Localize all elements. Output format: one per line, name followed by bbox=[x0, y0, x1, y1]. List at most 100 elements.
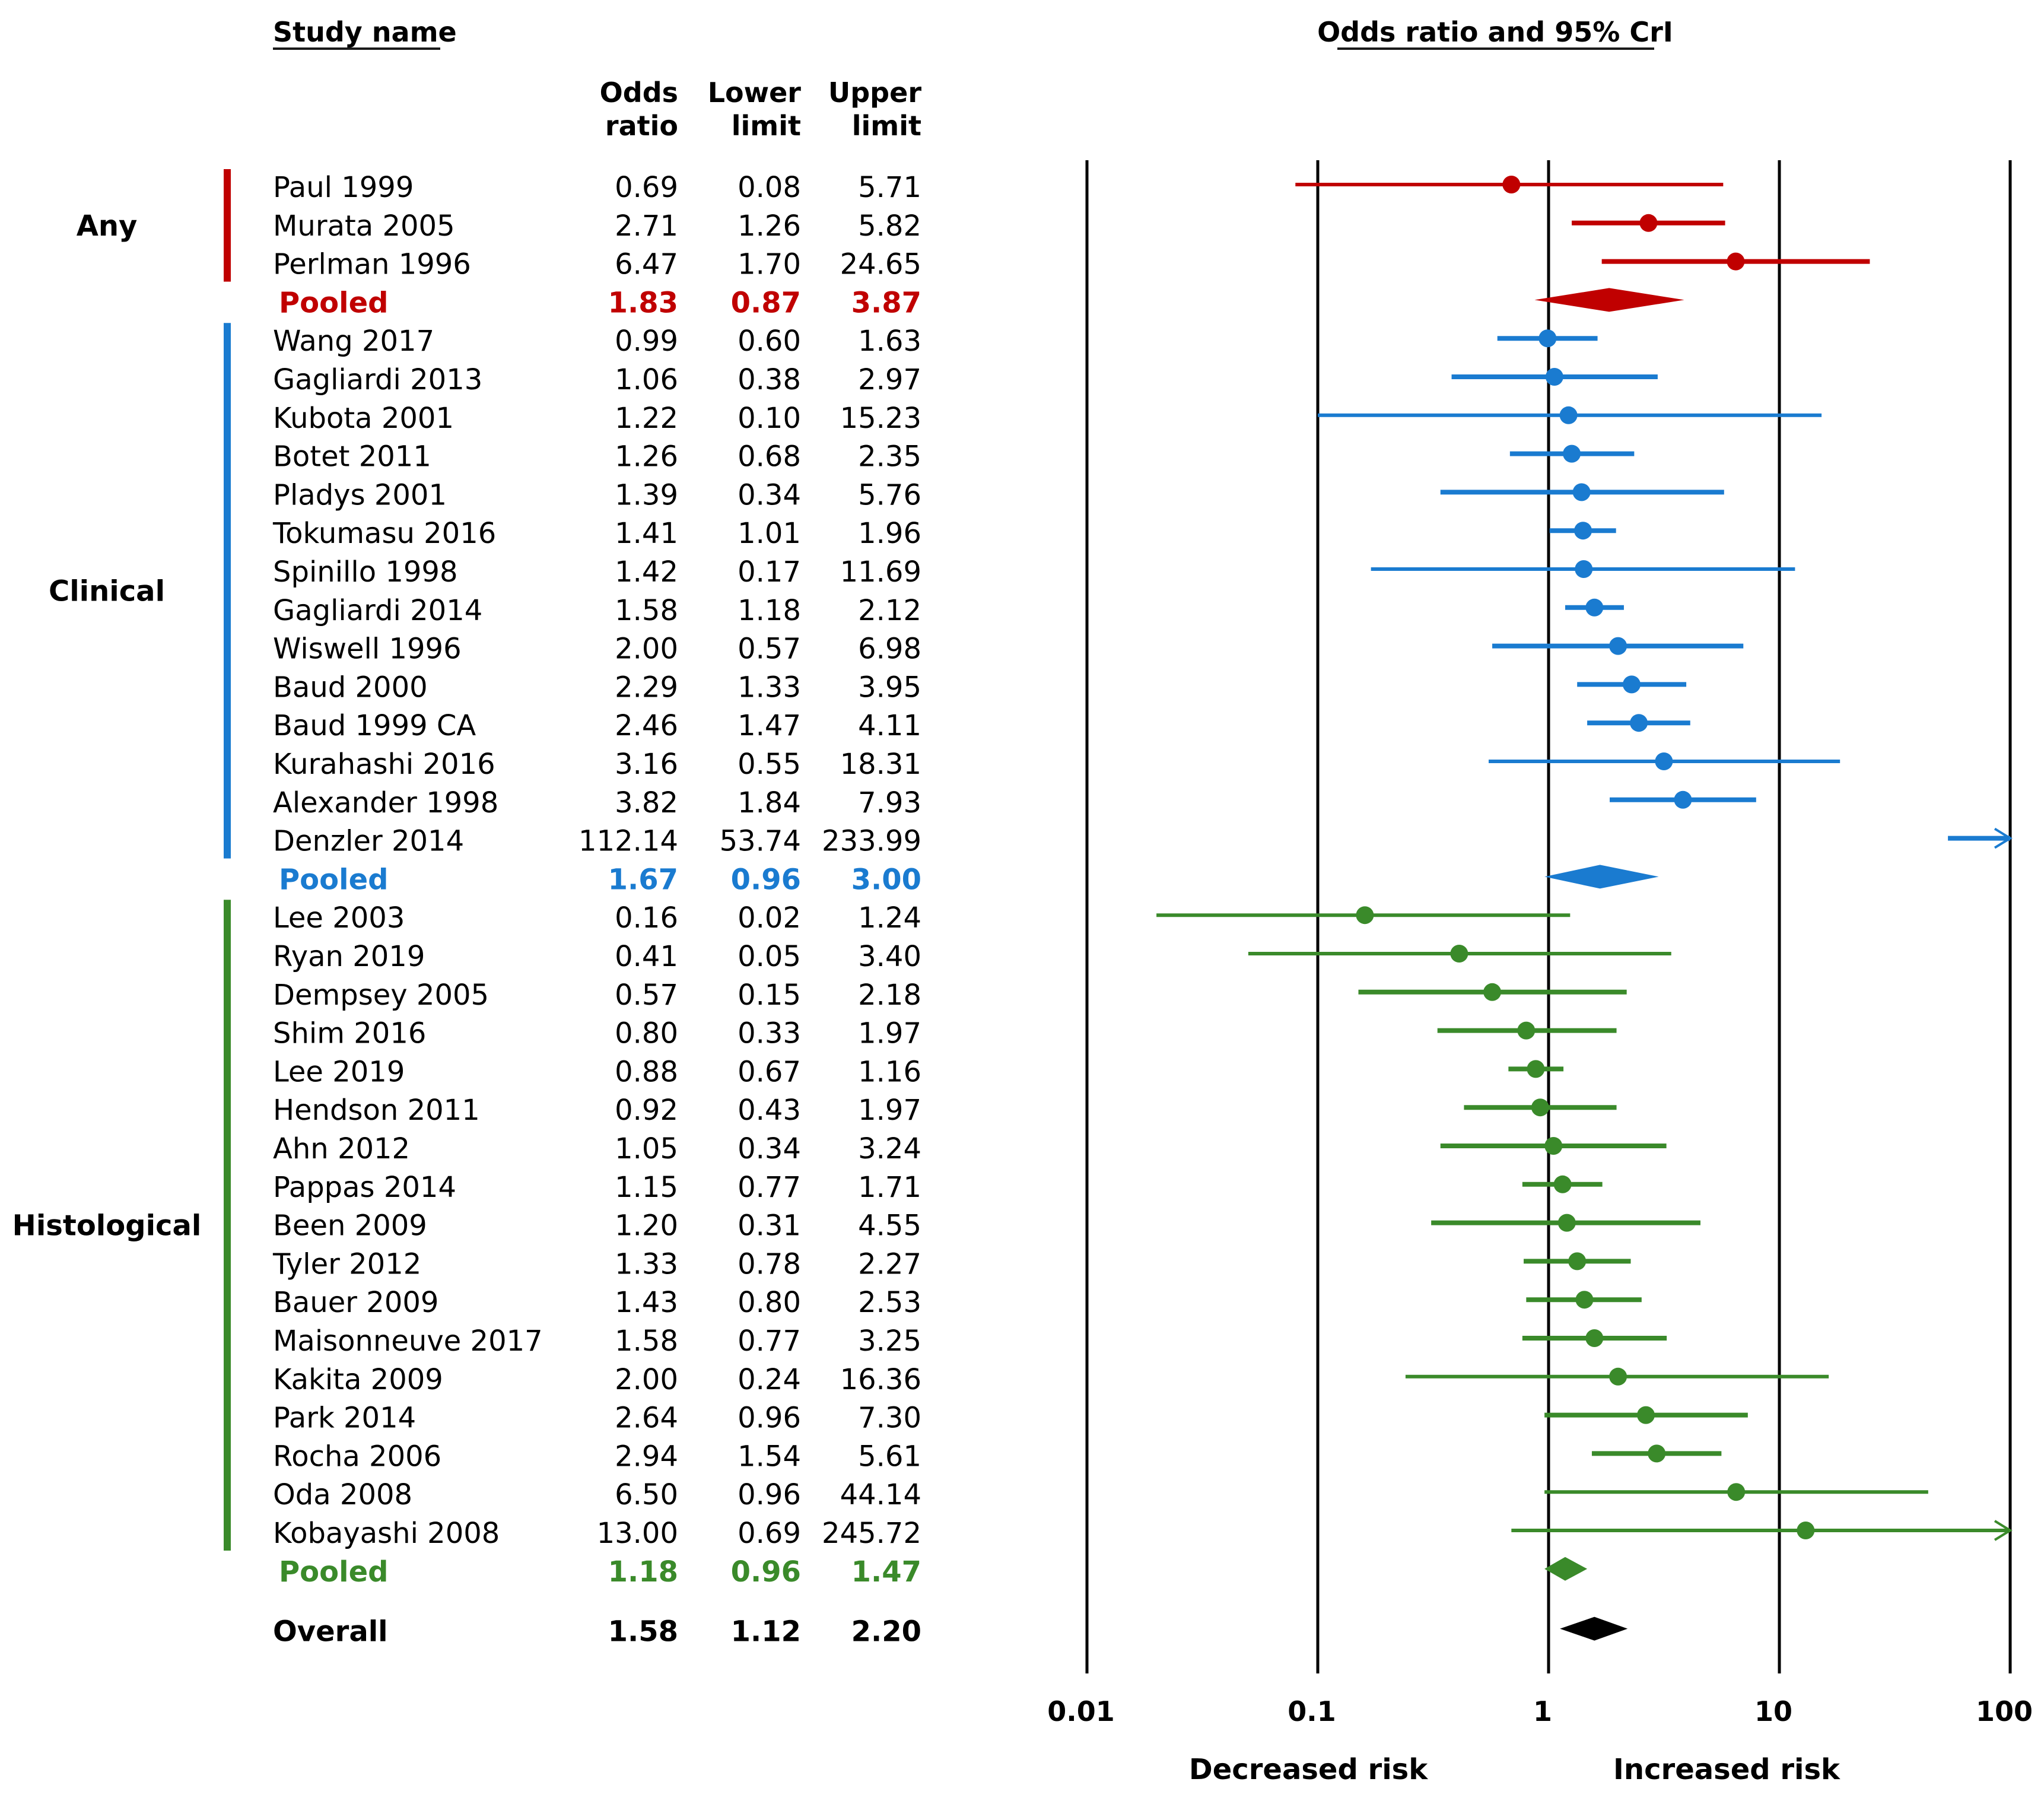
upper-limit-value: 2.35 bbox=[858, 440, 921, 474]
upper-limit-value: 1.96 bbox=[858, 517, 921, 550]
odds-ratio-value: 2.00 bbox=[615, 633, 678, 666]
lower-limit-value: 0.55 bbox=[738, 748, 801, 781]
odds-ratio-value: 2.64 bbox=[615, 1402, 678, 1435]
pooled-upper-limit: 1.47 bbox=[851, 1555, 921, 1589]
study-name: Wang 2017 bbox=[273, 325, 434, 358]
upper-limit-value: 1.97 bbox=[858, 1017, 921, 1050]
overall-diamond bbox=[1560, 1616, 1628, 1641]
pooled-odds-ratio: 1.18 bbox=[608, 1555, 678, 1589]
lower-limit-value: 0.15 bbox=[738, 979, 801, 1012]
lower-limit-value: 0.08 bbox=[738, 171, 801, 204]
odds-ratio-value: 0.16 bbox=[615, 901, 678, 935]
upper-limit-value: 3.24 bbox=[858, 1132, 921, 1165]
upper-limit-value: 4.11 bbox=[858, 709, 921, 742]
study-name: Lee 2003 bbox=[273, 901, 405, 935]
study-name: Rocha 2006 bbox=[273, 1440, 441, 1473]
odds-ratio-value: 1.33 bbox=[615, 1247, 678, 1281]
odds-ratio-value: 6.47 bbox=[615, 248, 678, 281]
study-name: Botet 2011 bbox=[273, 440, 431, 474]
lower-limit-value: 0.77 bbox=[738, 1171, 801, 1204]
upper-limit-value: 3.25 bbox=[858, 1325, 921, 1358]
upper-limit-value: 7.30 bbox=[858, 1402, 921, 1435]
study-name: Murata 2005 bbox=[273, 209, 455, 243]
lower-limit-value: 53.74 bbox=[720, 825, 801, 858]
ci-arrow-icon bbox=[1994, 827, 2013, 849]
odds-ratio-value: 13.00 bbox=[597, 1517, 678, 1550]
upper-limit-value: 2.97 bbox=[858, 363, 921, 396]
x-tick-label-1: 0.1 bbox=[1288, 1695, 1336, 1727]
lower-limit-value: 0.96 bbox=[738, 1402, 801, 1435]
overall-lower-limit: 1.12 bbox=[731, 1615, 801, 1649]
lower-limit-value: 0.05 bbox=[738, 940, 801, 973]
study-name: Hendson 2011 bbox=[273, 1094, 480, 1127]
upper-limit-value: 3.40 bbox=[858, 940, 921, 973]
pooled-diamond bbox=[1544, 1557, 1588, 1581]
odds-ratio-value: 1.43 bbox=[615, 1286, 678, 1319]
upper-limit-value: 16.36 bbox=[840, 1363, 921, 1396]
study-name: Bauer 2009 bbox=[273, 1286, 438, 1319]
point-estimate bbox=[1527, 1060, 1545, 1078]
point-estimate bbox=[1517, 1021, 1536, 1040]
group-label-clinical: Clinical bbox=[49, 574, 165, 608]
odds-ratio-value: 1.39 bbox=[615, 478, 678, 512]
pooled-odds-ratio: 1.67 bbox=[608, 863, 678, 896]
point-estimate bbox=[1674, 790, 1692, 809]
odds-ratio-value: 3.16 bbox=[615, 748, 678, 781]
header-plot-title: Odds ratio and 95% CrI bbox=[1317, 16, 1673, 48]
odds-ratio-value: 0.41 bbox=[615, 940, 678, 973]
overall-label: Overall bbox=[273, 1615, 388, 1649]
study-name: Kubota 2001 bbox=[273, 402, 454, 435]
point-estimate bbox=[1639, 214, 1658, 232]
upper-limit-value: 245.72 bbox=[822, 1517, 921, 1550]
pooled-upper-limit: 3.87 bbox=[851, 286, 921, 319]
odds-ratio-value: 6.50 bbox=[615, 1478, 678, 1511]
point-estimate bbox=[1559, 406, 1578, 424]
point-estimate bbox=[1585, 1329, 1604, 1347]
odds-ratio-value: 1.26 bbox=[615, 440, 678, 474]
lower-limit-value: 1.47 bbox=[738, 709, 801, 742]
odds-ratio-value: 0.69 bbox=[615, 171, 678, 204]
header-lower-line2: limit bbox=[732, 110, 801, 142]
odds-ratio-value: 0.99 bbox=[615, 325, 678, 358]
point-estimate bbox=[1585, 598, 1604, 617]
odds-ratio-value: 2.94 bbox=[615, 1440, 678, 1473]
point-estimate bbox=[1609, 637, 1627, 655]
point-estimate bbox=[1575, 1291, 1594, 1309]
header-upper-line1: Upper bbox=[828, 77, 921, 109]
study-name: Maisonneuve 2017 bbox=[273, 1325, 543, 1358]
upper-limit-value: 2.18 bbox=[858, 979, 921, 1012]
lower-limit-value: 1.01 bbox=[738, 517, 801, 550]
ci-arrow-icon bbox=[1994, 1520, 2013, 1541]
study-name: Baud 2000 bbox=[273, 671, 428, 704]
lower-limit-value: 1.84 bbox=[738, 786, 801, 820]
study-name: Pappas 2014 bbox=[273, 1171, 456, 1204]
upper-limit-value: 2.12 bbox=[858, 594, 921, 627]
x-tick-label-4: 100 bbox=[1976, 1695, 2033, 1727]
upper-limit-value: 15.23 bbox=[840, 402, 921, 435]
lower-limit-value: 0.69 bbox=[738, 1517, 801, 1550]
study-name: Ahn 2012 bbox=[273, 1132, 410, 1165]
lower-limit-value: 0.78 bbox=[738, 1247, 801, 1281]
lower-limit-value: 1.54 bbox=[738, 1440, 801, 1473]
overall-upper-limit: 2.20 bbox=[851, 1615, 921, 1649]
pooled-label: Pooled bbox=[279, 1555, 389, 1589]
pooled-diamond bbox=[1544, 865, 1659, 889]
upper-limit-value: 44.14 bbox=[840, 1478, 921, 1511]
header-odds-ratio-line2: ratio bbox=[605, 110, 678, 142]
study-name: Tyler 2012 bbox=[272, 1247, 421, 1281]
left-risk-label: Decreased risk bbox=[1189, 1753, 1428, 1786]
point-estimate bbox=[1563, 444, 1581, 463]
study-name: Kakita 2009 bbox=[273, 1363, 443, 1396]
odds-ratio-value: 1.58 bbox=[615, 1325, 678, 1358]
upper-limit-value: 1.63 bbox=[858, 325, 921, 358]
x-tick-label-0: 0.01 bbox=[1047, 1695, 1115, 1727]
pooled-diamond bbox=[1534, 288, 1684, 312]
odds-ratio-value: 1.05 bbox=[615, 1132, 678, 1165]
odds-ratio-value: 3.82 bbox=[615, 786, 678, 820]
study-name: Lee 2019 bbox=[273, 1055, 405, 1088]
lower-limit-value: 0.24 bbox=[738, 1363, 801, 1396]
point-estimate bbox=[1609, 1367, 1627, 1386]
pooled-odds-ratio: 1.83 bbox=[608, 286, 678, 319]
lower-limit-value: 0.34 bbox=[738, 478, 801, 512]
point-estimate bbox=[1575, 560, 1593, 578]
